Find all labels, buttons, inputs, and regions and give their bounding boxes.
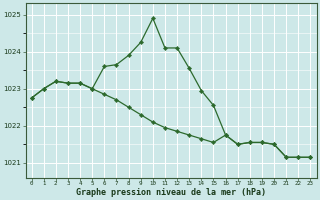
X-axis label: Graphe pression niveau de la mer (hPa): Graphe pression niveau de la mer (hPa) [76, 188, 266, 197]
